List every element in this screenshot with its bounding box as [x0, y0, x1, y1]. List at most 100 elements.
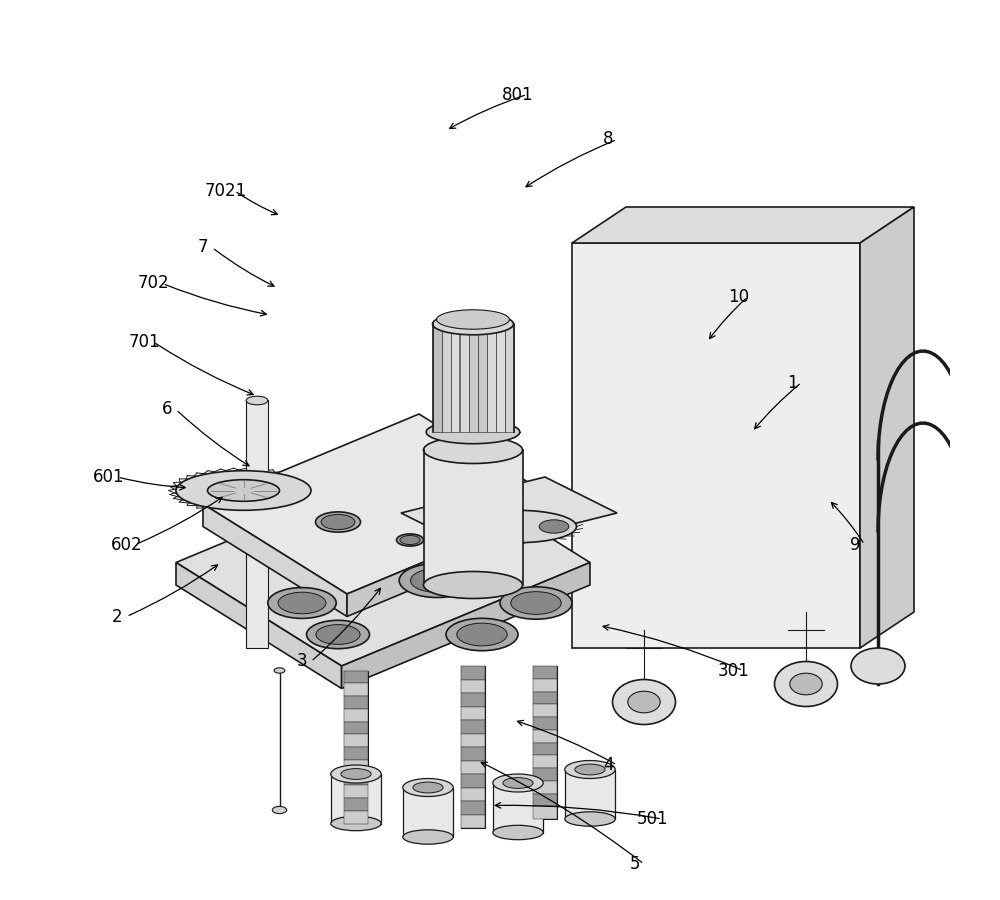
Ellipse shape: [274, 668, 285, 673]
Polygon shape: [478, 324, 486, 432]
Polygon shape: [533, 780, 557, 794]
Ellipse shape: [790, 673, 822, 695]
Polygon shape: [533, 717, 557, 730]
Ellipse shape: [442, 472, 522, 508]
Text: 3: 3: [297, 652, 307, 670]
Polygon shape: [344, 747, 368, 760]
Ellipse shape: [246, 396, 268, 405]
Ellipse shape: [403, 778, 453, 796]
Polygon shape: [424, 450, 522, 585]
Polygon shape: [505, 324, 514, 432]
Polygon shape: [461, 760, 485, 774]
Ellipse shape: [437, 310, 509, 329]
Polygon shape: [450, 324, 459, 432]
Polygon shape: [344, 722, 368, 734]
Polygon shape: [344, 772, 368, 785]
Text: 7: 7: [198, 238, 208, 256]
Text: 301: 301: [718, 662, 750, 680]
Text: 602: 602: [111, 536, 142, 554]
Polygon shape: [468, 324, 478, 432]
Ellipse shape: [331, 765, 381, 783]
Text: 7021: 7021: [204, 182, 247, 200]
Polygon shape: [461, 734, 485, 747]
Polygon shape: [533, 691, 557, 704]
Polygon shape: [533, 679, 557, 691]
Ellipse shape: [475, 508, 507, 526]
Ellipse shape: [403, 830, 453, 844]
Polygon shape: [461, 801, 485, 814]
Polygon shape: [533, 666, 557, 819]
Ellipse shape: [208, 480, 280, 501]
Polygon shape: [461, 814, 485, 828]
Polygon shape: [533, 730, 557, 742]
Ellipse shape: [565, 812, 615, 826]
Ellipse shape: [452, 477, 512, 504]
Polygon shape: [572, 207, 914, 243]
Ellipse shape: [500, 587, 572, 619]
Polygon shape: [461, 680, 485, 693]
Polygon shape: [533, 794, 557, 806]
Polygon shape: [461, 788, 485, 801]
Polygon shape: [203, 414, 563, 594]
Polygon shape: [344, 811, 368, 824]
Polygon shape: [344, 670, 368, 824]
Polygon shape: [403, 788, 453, 837]
Polygon shape: [533, 755, 557, 768]
Polygon shape: [331, 774, 381, 824]
Ellipse shape: [176, 471, 311, 510]
Polygon shape: [533, 666, 557, 679]
Polygon shape: [344, 798, 368, 811]
Ellipse shape: [457, 623, 507, 646]
Ellipse shape: [411, 569, 463, 592]
Ellipse shape: [321, 515, 355, 529]
Polygon shape: [246, 400, 268, 648]
Polygon shape: [860, 207, 914, 648]
Ellipse shape: [278, 592, 326, 614]
Ellipse shape: [851, 648, 905, 684]
Ellipse shape: [511, 591, 561, 615]
Ellipse shape: [306, 620, 370, 649]
Polygon shape: [461, 720, 485, 733]
Ellipse shape: [316, 625, 360, 644]
Polygon shape: [342, 562, 590, 688]
Text: 2: 2: [112, 608, 123, 625]
Polygon shape: [401, 477, 617, 549]
Polygon shape: [461, 666, 485, 680]
Polygon shape: [533, 742, 557, 755]
Text: 702: 702: [138, 274, 169, 292]
Polygon shape: [486, 324, 496, 432]
Ellipse shape: [341, 769, 371, 779]
Ellipse shape: [424, 436, 522, 464]
Text: 1: 1: [787, 374, 798, 392]
Text: 10: 10: [728, 288, 749, 306]
Text: 801: 801: [502, 86, 534, 104]
Ellipse shape: [331, 816, 381, 831]
Ellipse shape: [316, 512, 360, 532]
Ellipse shape: [460, 510, 576, 543]
Ellipse shape: [503, 778, 533, 788]
Ellipse shape: [432, 313, 514, 335]
Ellipse shape: [399, 563, 475, 598]
Text: 501: 501: [637, 810, 669, 828]
Polygon shape: [344, 696, 368, 709]
Ellipse shape: [446, 618, 518, 651]
Ellipse shape: [426, 420, 520, 444]
Ellipse shape: [539, 520, 569, 533]
Ellipse shape: [268, 588, 336, 618]
Text: 601: 601: [93, 468, 124, 486]
Polygon shape: [344, 734, 368, 747]
Polygon shape: [461, 666, 485, 828]
Ellipse shape: [534, 518, 574, 536]
Polygon shape: [203, 504, 347, 616]
Polygon shape: [347, 504, 563, 616]
Polygon shape: [176, 562, 342, 688]
Polygon shape: [344, 670, 368, 683]
Ellipse shape: [272, 806, 287, 814]
Polygon shape: [344, 709, 368, 722]
Polygon shape: [432, 324, 514, 432]
Polygon shape: [533, 806, 557, 819]
Polygon shape: [344, 760, 368, 772]
Polygon shape: [496, 324, 505, 432]
Polygon shape: [344, 785, 368, 798]
Ellipse shape: [413, 782, 443, 793]
